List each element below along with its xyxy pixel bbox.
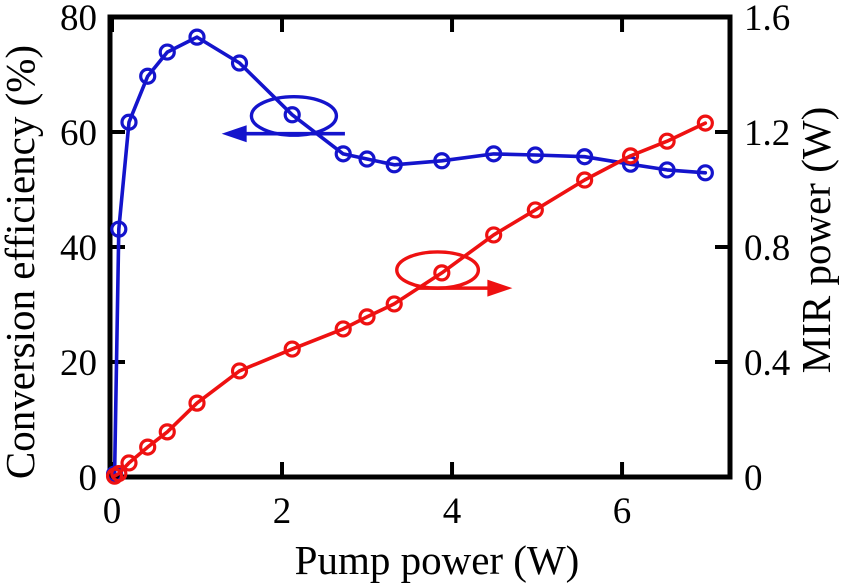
conversion-efficiency-callout: [221, 94, 345, 143]
data-point-marker: [621, 147, 640, 165]
data-point-marker: [696, 114, 714, 132]
data-point-marker: [120, 113, 138, 131]
x-tick-label: 2: [273, 491, 292, 532]
mir-power-callout: [395, 250, 513, 297]
y-left-tick-label: 40: [60, 228, 97, 269]
arrow-right-icon: [487, 279, 513, 297]
data-point-marker: [139, 438, 157, 456]
x-tick-label: 6: [613, 491, 632, 532]
data-point-marker: [576, 171, 594, 189]
y-right-tick-label: 0.4: [744, 343, 790, 384]
data-point-marker: [385, 295, 403, 313]
x-tick-label: 4: [443, 491, 462, 532]
data-point-marker: [658, 132, 676, 150]
left-y-axis-title: Conversion efficiency (%): [0, 45, 43, 479]
data-point-marker: [230, 54, 249, 72]
data-point-marker: [158, 423, 176, 441]
data-point-marker: [334, 145, 352, 163]
data-point-marker: [433, 152, 451, 170]
y-right-tick-label: 1.6: [744, 0, 790, 39]
data-point-marker: [334, 320, 352, 338]
data-point-marker: [526, 146, 544, 164]
y-right-tick-label: 1.2: [744, 113, 790, 154]
axis-ticks: [110, 15, 728, 479]
conversion-efficiency-series: [105, 28, 714, 483]
data-point-marker: [433, 264, 451, 282]
data-point-marker: [283, 106, 301, 124]
y-right-tick-label: 0: [744, 458, 763, 499]
plot-border: [107, 14, 733, 480]
data-point-marker: [696, 164, 714, 182]
data-point-marker: [576, 148, 594, 166]
y-left-tick-label: 20: [60, 343, 97, 384]
y-left-tick-label: 0: [79, 458, 98, 499]
data-point-marker: [139, 67, 157, 85]
arrow-left-icon: [221, 125, 247, 143]
x-tick-label: 0: [103, 491, 122, 532]
data-point-marker: [485, 226, 503, 244]
series-line: [112, 121, 708, 478]
data-point-marker: [283, 340, 301, 358]
data-point-marker: [158, 43, 176, 61]
data-point-marker: [485, 145, 503, 163]
mir-power-series: [105, 114, 714, 485]
data-point-marker: [358, 308, 376, 326]
data-series: [105, 28, 714, 485]
plot-frame: [107, 14, 733, 480]
right-y-axis-title: MIR power (W): [793, 107, 839, 373]
data-point-marker: [526, 201, 544, 219]
data-point-marker: [120, 454, 138, 472]
data-point-marker: [110, 464, 128, 483]
y-left-tick-label: 60: [60, 113, 97, 154]
data-point-marker: [358, 150, 376, 168]
y-left-tick-label: 80: [60, 0, 97, 39]
data-point-marker: [110, 220, 128, 238]
y-right-tick-label: 0.8: [744, 228, 790, 269]
callout-ellipse: [395, 250, 481, 290]
callout-annotations: [221, 94, 513, 297]
data-point-marker: [658, 161, 676, 179]
data-point-marker: [188, 28, 206, 46]
data-point-marker: [230, 362, 249, 380]
x-axis-title: Pump power (W): [295, 537, 580, 583]
data-point-marker: [385, 156, 403, 174]
data-point-marker: [188, 394, 206, 412]
